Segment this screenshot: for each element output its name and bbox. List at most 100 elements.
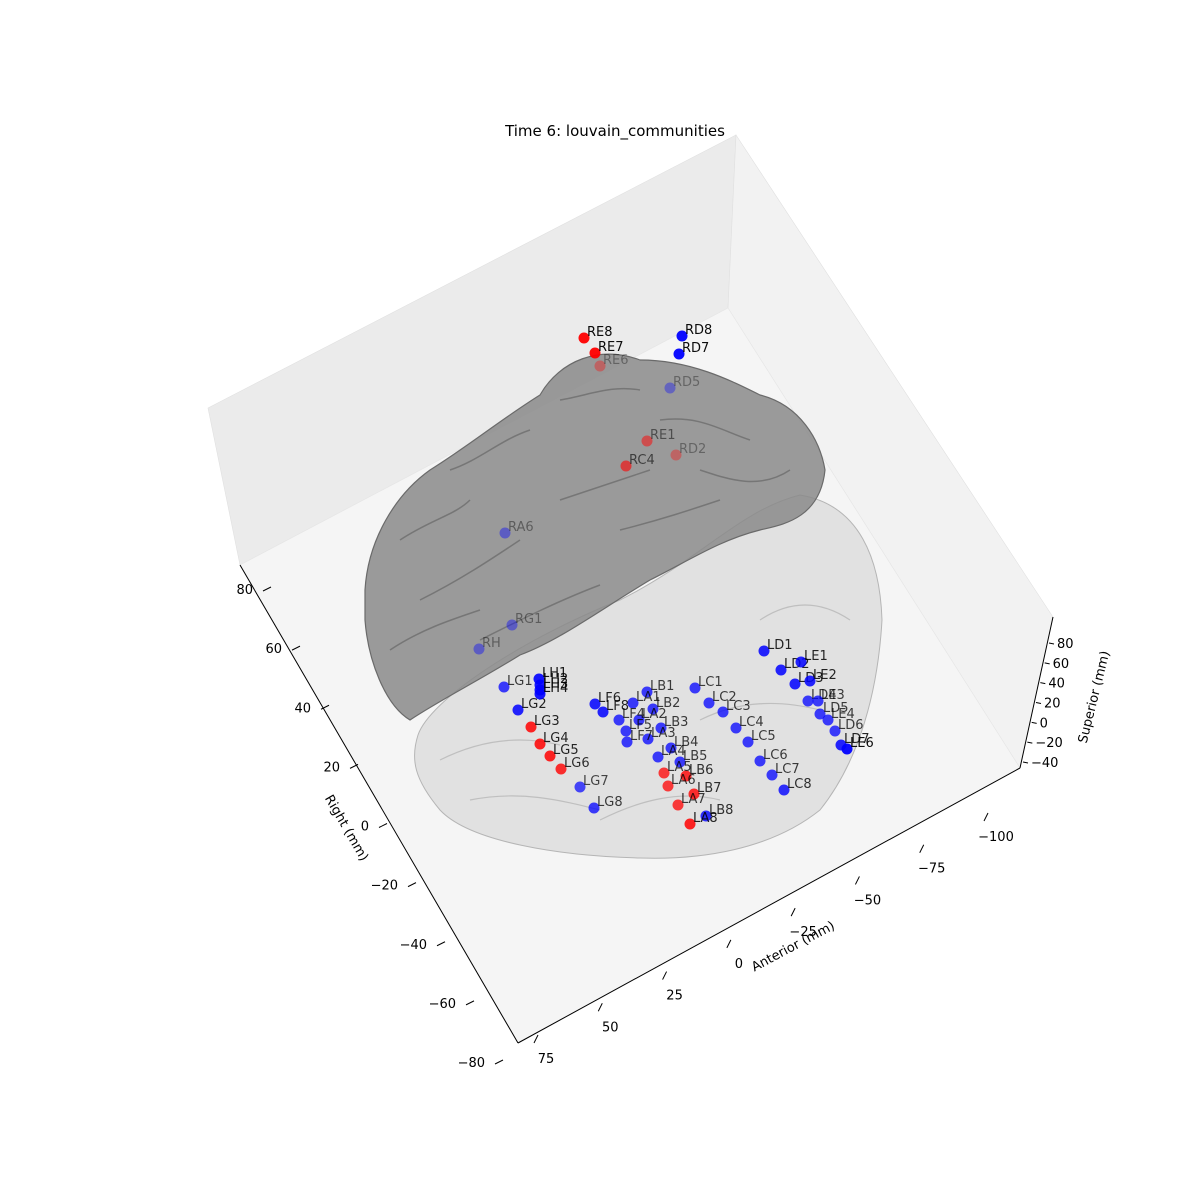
- right-tick-label: −60: [429, 997, 456, 1012]
- electrode-label: LF5: [629, 718, 652, 733]
- electrode-label: LG1: [507, 674, 533, 689]
- electrode-marker: [778, 784, 790, 796]
- electrode-lg6: LG6: [555, 756, 590, 775]
- right-tick-mark: [378, 823, 388, 828]
- right-tick-mark: [494, 1059, 504, 1065]
- electrode-marker: [641, 435, 653, 447]
- electrode-la6: LA6: [662, 773, 696, 792]
- electrode-marker: [754, 755, 766, 767]
- electrode-label: LD5: [823, 701, 849, 716]
- electrode-marker: [574, 781, 586, 793]
- electrode-label: LG2: [521, 697, 547, 712]
- electrode-marker: [688, 788, 700, 800]
- electrode-le6: LE6: [841, 736, 874, 755]
- electrode-ld1: LD1: [758, 638, 793, 657]
- electrode-marker: [512, 704, 524, 716]
- electrode-ra6: RA6: [499, 520, 534, 539]
- electrode-marker: [473, 643, 485, 655]
- electrode-rg1: RG1: [506, 612, 542, 631]
- electrode-marker: [620, 460, 632, 472]
- electrode-marker: [689, 682, 701, 694]
- anterior-tick-mark: [597, 1003, 603, 1012]
- electrode-label: LC4: [739, 715, 764, 730]
- electrode-le3: LE3: [812, 688, 845, 707]
- electrode-marker: [652, 751, 664, 763]
- electrode-marker: [664, 382, 676, 394]
- electrode-marker: [742, 736, 754, 748]
- superior-axis-label: Superior (mm): [1076, 649, 1113, 744]
- electrode-marker: [812, 695, 824, 707]
- electrode-marker: [665, 742, 677, 754]
- electrode-label: LB7: [697, 781, 721, 796]
- electrode-ld6: LD6: [829, 718, 864, 737]
- electrode-lb6: LB6: [680, 763, 713, 782]
- electrode-label: LB2: [656, 696, 680, 711]
- electrode-label: RE8: [587, 325, 613, 340]
- right-tick-label: 0: [361, 820, 369, 835]
- electrode-label: LG3: [534, 714, 560, 729]
- brain-sulci: [389, 387, 791, 651]
- electrode-marker: [578, 332, 590, 344]
- superior-tick-label: 40: [1048, 677, 1065, 692]
- electrode-la4: LA4: [652, 744, 686, 763]
- electrode-label: RE1: [650, 428, 676, 443]
- electrode-lc8: LC8: [778, 777, 812, 796]
- superior-tick-label: −40: [1031, 756, 1058, 771]
- anterior-tick-mark: [854, 876, 860, 885]
- electrode-marker: [700, 810, 712, 822]
- electrode-label: LB8: [709, 803, 733, 818]
- right-tick-label: 60: [265, 642, 282, 657]
- superior-tick-label: 20: [1044, 697, 1061, 712]
- electrode-label: RE6: [603, 353, 629, 368]
- superior-tick-mark: [1044, 662, 1050, 665]
- electrode-lb1: LB1: [641, 679, 674, 698]
- electrode-label: LC5: [751, 729, 776, 744]
- electrode-label: LB5: [683, 749, 707, 764]
- electrode-label: LD1: [767, 638, 793, 653]
- right-tick-mark: [465, 1000, 475, 1006]
- electrode-lb4: LB4: [665, 735, 698, 754]
- electrode-lb5: LB5: [674, 749, 707, 768]
- electrode-marker: [674, 756, 686, 768]
- electrode-label: LE6: [850, 736, 874, 751]
- electrode-label: LA4: [661, 744, 686, 759]
- electrode-marker: [544, 750, 556, 762]
- right-tick-label: 20: [323, 760, 340, 775]
- electrode-label: LE3: [821, 688, 845, 703]
- right-tick-label: −40: [400, 938, 427, 953]
- electrode-rd8: RD8: [676, 323, 712, 342]
- figure-title: Time 6: louvain_communities: [504, 122, 725, 141]
- electrode-lg2: LG2: [512, 697, 547, 716]
- electrode-label: RD5: [673, 375, 700, 390]
- superior-tick-label: 60: [1053, 657, 1070, 672]
- electrode-lc2: LC2: [703, 690, 737, 709]
- right-tick-label: −20: [371, 879, 398, 894]
- anterior-tick-label: 75: [538, 1052, 555, 1067]
- electrode-lb2: LB2: [647, 696, 680, 715]
- electrode-label: RD7: [682, 341, 709, 356]
- electrode-label: LA5: [667, 760, 692, 775]
- anterior-tick-label: 50: [602, 1020, 619, 1035]
- electrode-lc4: LC4: [730, 715, 764, 734]
- electrode-marker: [804, 675, 816, 687]
- electrode-label: LH2: [543, 672, 568, 687]
- right-tick-label: 80: [236, 583, 253, 598]
- right-axis-line: [239, 564, 519, 1044]
- electrode-label: LG6: [564, 756, 590, 771]
- electrode-le2: LE2: [804, 668, 837, 687]
- superior-tick-mark: [1027, 741, 1033, 744]
- electrode-marker: [555, 763, 567, 775]
- electrode-marker: [633, 714, 645, 726]
- electrode-marker: [498, 681, 510, 693]
- electrode-label: LC1: [698, 675, 723, 690]
- superior-tick-label: 0: [1040, 716, 1048, 731]
- electrode-re8: RE8: [578, 325, 613, 344]
- electrode-marker: [589, 347, 601, 359]
- anterior-tick-mark: [533, 1034, 539, 1044]
- electrode-label: LE4: [831, 707, 855, 722]
- electrode-label: LG4: [543, 731, 569, 746]
- electrode-marker: [627, 697, 639, 709]
- electrode-lc6: LC6: [754, 748, 788, 767]
- electrode-marker: [766, 769, 778, 781]
